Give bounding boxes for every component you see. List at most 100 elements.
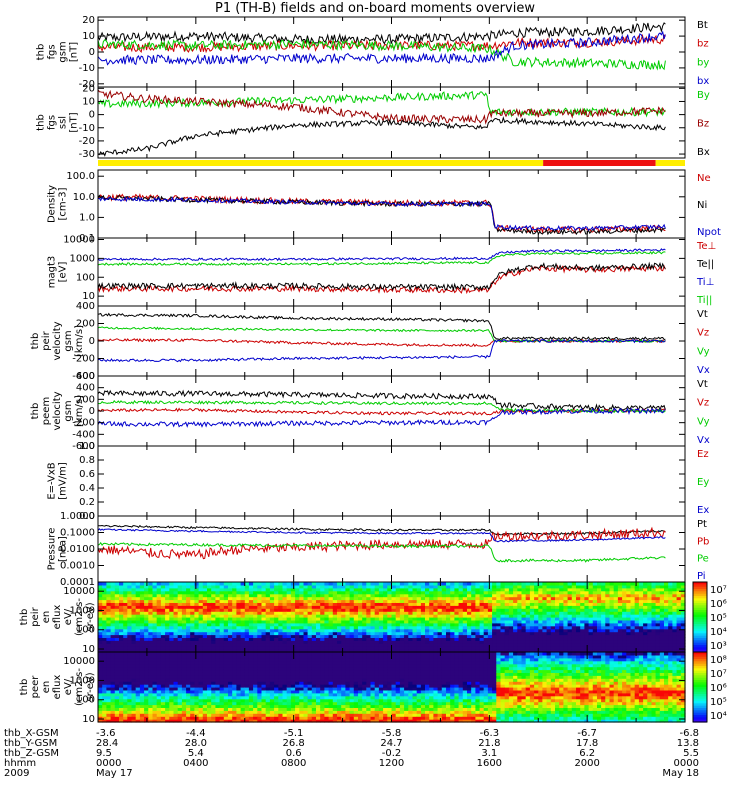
colorbar-segment [693,605,707,609]
spectrogram-cell [441,628,447,633]
spectrogram-cell [202,640,208,644]
spectrogram-cell [261,672,267,676]
spectrogram-cell [328,643,334,647]
spectrogram-cell [169,640,175,644]
spectrogram-cell [420,590,426,595]
spectrogram-cell [412,649,418,653]
spectrogram-cell [471,599,476,603]
spectrogram-cell [525,637,531,641]
spectrogram-cell [207,719,212,723]
spectrogram-cell [207,681,212,685]
spectrogram-cell [186,687,191,691]
spectrogram-cell [148,657,154,662]
spectrogram-cell [324,666,330,671]
spectrogram-cell [169,669,175,673]
spectrogram-cell [232,587,237,592]
spectrogram-cell [680,605,686,609]
spectrogram-cell [324,617,330,621]
spectrogram-cell [114,625,120,630]
spectrogram-cell [366,596,372,601]
spectrogram-cell [508,590,514,595]
spectrogram-cell [240,660,246,665]
spectrogram-cell [563,599,569,603]
spectrogram-cell [567,599,573,603]
spectrogram-cell [169,698,175,703]
spectrogram-cell [295,593,300,598]
spectrogram-cell [177,622,183,627]
spectrogram-cell [190,617,195,621]
spectrogram-cell [244,678,250,682]
spectrogram-cell [655,640,661,644]
spectrogram-cell [605,640,611,644]
spectrogram-cell [555,649,560,653]
spectrogram-cell [345,599,351,603]
spectrogram-cell [479,643,485,647]
spectrogram-cell [144,678,149,682]
spectrogram-cell [475,617,481,621]
spectrogram-cell [106,611,112,615]
spectrogram-cell [261,657,267,662]
spectrogram-cell [446,587,451,592]
spectrogram-cell [550,614,556,618]
spectrogram-cell [257,605,263,609]
spectrogram-cell [559,596,564,601]
spectrogram-cell [651,614,657,618]
spectrogram-cell [345,672,351,676]
spectrogram-cell [114,692,120,697]
spectrogram-cell [500,614,506,618]
spectrogram-cell [236,625,242,630]
spectrogram-cell [374,584,380,589]
spectrogram-cell [500,593,506,598]
spectrogram-cell [244,652,250,656]
spectrogram-cell [186,707,191,711]
spectrogram-cell [135,698,141,703]
spectrogram-cell [278,634,284,638]
spectrogram-cell [643,637,648,641]
spectrogram-cell [571,622,577,627]
spectrogram-cell [366,695,372,700]
spectrogram-cell [228,678,233,682]
spectrogram-cell [295,622,300,627]
spectrogram-cell [248,669,254,673]
spectrogram-cell [106,663,112,668]
spectrogram-cell [613,614,619,618]
spectrogram-cell [492,622,497,627]
spectrogram-cell [261,687,267,691]
spectrogram-cell [295,663,300,668]
spectrogram-cell [215,643,221,647]
spectrogram-cell [634,643,640,647]
spectrogram-cell [647,617,653,621]
spectrogram-cell [316,701,321,706]
spectrogram-cell [597,611,602,615]
spectrogram-cell [106,643,112,647]
spectrogram-cell [408,605,414,609]
spectrogram-cell [215,646,221,650]
spectrogram-cell [198,599,204,603]
spectrogram-cell [399,608,405,612]
spectrogram-cell [651,584,657,589]
spectrogram-cell [664,640,669,644]
spectrogram-cell [232,582,237,586]
spectrogram-cell [337,619,342,624]
spectrogram-cell [173,590,179,595]
spectrogram-cell [102,599,107,603]
colorbar-segment [693,638,707,641]
spectrogram-cell [194,640,200,644]
spectrogram-cell [232,689,237,694]
spectrogram-cell [647,593,653,598]
spectrogram-cell [244,689,250,694]
spectrogram-cell [123,619,128,624]
spectrogram-cell [450,617,455,621]
spectrogram-cell [655,587,661,592]
spectrogram-cell [475,649,481,653]
spectrogram-cell [181,646,187,650]
spectrogram-cell [156,628,162,633]
spectrogram-cell [236,710,242,714]
spectrogram-cell [169,675,175,679]
spectrogram-cell [475,628,481,633]
spectrogram-cell [181,672,187,676]
spectrogram-cell [592,640,598,644]
spectrogram-cell [165,684,170,688]
spectrogram-cell [676,619,682,624]
spectrogram-cell [391,608,397,612]
